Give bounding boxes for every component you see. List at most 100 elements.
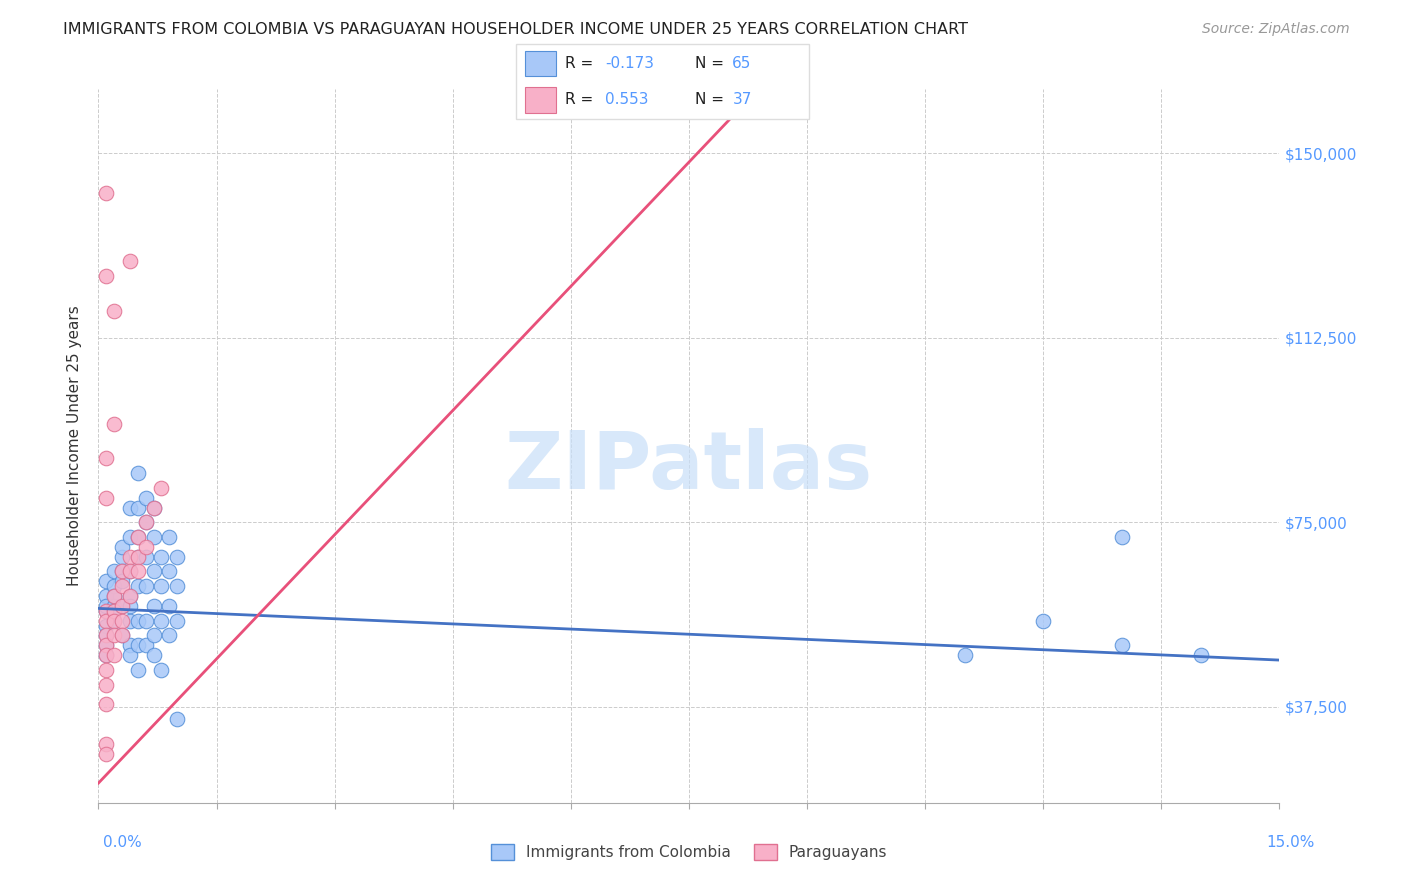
Point	[150, 579, 173, 593]
Point	[1111, 530, 1133, 544]
Point	[150, 549, 173, 564]
Y-axis label: Householder Income Under 25 years: Householder Income Under 25 years	[67, 306, 83, 586]
Point	[157, 530, 180, 544]
Point	[127, 549, 149, 564]
Legend: Immigrants from Colombia, Paraguayans: Immigrants from Colombia, Paraguayans	[485, 838, 893, 866]
Point	[157, 628, 180, 642]
Point	[135, 549, 157, 564]
Point	[96, 451, 118, 466]
Point	[118, 614, 141, 628]
Point	[111, 599, 134, 613]
Point	[166, 579, 188, 593]
Point	[103, 589, 125, 603]
Point	[953, 648, 976, 662]
Point	[118, 589, 141, 603]
FancyBboxPatch shape	[526, 52, 555, 77]
Point	[96, 663, 118, 677]
Point	[96, 698, 118, 712]
Point	[118, 599, 141, 613]
Point	[142, 530, 165, 544]
Point	[103, 565, 125, 579]
Text: R =: R =	[565, 92, 598, 107]
Point	[135, 516, 157, 530]
Point	[96, 604, 118, 618]
Point	[96, 604, 118, 618]
Point	[118, 648, 141, 662]
Text: 37: 37	[733, 92, 752, 107]
Point	[127, 663, 149, 677]
Point	[96, 678, 118, 692]
Point	[135, 614, 157, 628]
Point	[135, 638, 157, 652]
Point	[96, 574, 118, 589]
Point	[118, 549, 141, 564]
Point	[127, 565, 149, 579]
Text: R =: R =	[565, 56, 598, 71]
Point	[127, 466, 149, 480]
Point	[135, 516, 157, 530]
Point	[96, 638, 118, 652]
Point	[135, 540, 157, 554]
Point	[150, 481, 173, 495]
Point	[111, 549, 134, 564]
Point	[103, 303, 125, 318]
Point	[142, 599, 165, 613]
Text: N =: N =	[695, 56, 728, 71]
Point	[96, 614, 118, 628]
Point	[1111, 638, 1133, 652]
Point	[96, 186, 118, 200]
Point	[142, 565, 165, 579]
Point	[127, 500, 149, 515]
Point	[135, 491, 157, 505]
Point	[118, 589, 141, 603]
Point	[96, 269, 118, 284]
Point	[103, 579, 125, 593]
Point	[166, 549, 188, 564]
Point	[1189, 648, 1212, 662]
Point	[103, 614, 125, 628]
Point	[111, 599, 134, 613]
Text: N =: N =	[695, 92, 728, 107]
Point	[103, 648, 125, 662]
Point	[142, 500, 165, 515]
Text: IMMIGRANTS FROM COLOMBIA VS PARAGUAYAN HOUSEHOLDER INCOME UNDER 25 YEARS CORRELA: IMMIGRANTS FROM COLOMBIA VS PARAGUAYAN H…	[63, 22, 969, 37]
Point	[142, 648, 165, 662]
Point	[103, 589, 125, 603]
Point	[103, 628, 125, 642]
Point	[96, 638, 118, 652]
Point	[103, 604, 125, 618]
Text: 0.553: 0.553	[606, 92, 650, 107]
Point	[111, 628, 134, 642]
Point	[96, 491, 118, 505]
Point	[111, 565, 134, 579]
Point	[118, 254, 141, 268]
Point	[96, 599, 118, 613]
Point	[111, 628, 134, 642]
Point	[103, 417, 125, 431]
Point	[96, 747, 118, 761]
Point	[142, 628, 165, 642]
Point	[127, 530, 149, 544]
Point	[150, 663, 173, 677]
Point	[166, 614, 188, 628]
Point	[96, 648, 118, 662]
Point	[111, 565, 134, 579]
Text: 65: 65	[733, 56, 752, 71]
Point	[111, 574, 134, 589]
Point	[142, 500, 165, 515]
Point	[118, 565, 141, 579]
Point	[127, 614, 149, 628]
Point	[96, 628, 118, 642]
Text: 0.0%: 0.0%	[103, 836, 142, 850]
Text: ZIPatlas: ZIPatlas	[505, 428, 873, 507]
Point	[157, 599, 180, 613]
Point	[103, 599, 125, 613]
Point	[118, 565, 141, 579]
FancyBboxPatch shape	[516, 45, 810, 119]
Point	[111, 579, 134, 593]
Point	[111, 614, 134, 628]
Text: 15.0%: 15.0%	[1267, 836, 1315, 850]
Point	[1032, 614, 1054, 628]
Point	[103, 604, 125, 618]
Point	[103, 614, 125, 628]
